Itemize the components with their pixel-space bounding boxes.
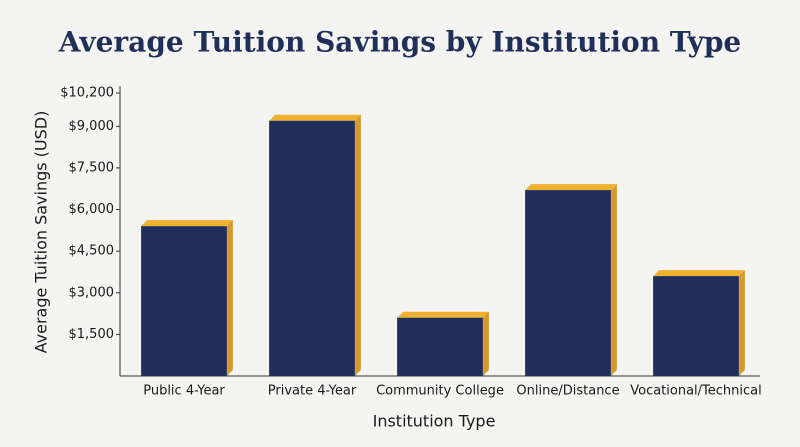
bar xyxy=(269,120,355,377)
bar-top xyxy=(269,114,361,121)
x-tick-label: Private 4-Year xyxy=(268,384,357,399)
y-axis-title: Average Tuition Savings (USD) xyxy=(32,111,51,354)
x-tick-label: Public 4-Year xyxy=(143,384,225,399)
bar-side xyxy=(354,114,361,377)
bar-top xyxy=(397,311,489,318)
bar xyxy=(653,276,739,376)
y-tick-label: $3,000 xyxy=(69,285,115,300)
y-tick-label: $4,500 xyxy=(69,244,115,259)
bar-side xyxy=(226,220,233,376)
y-tick-label: $6,000 xyxy=(69,202,115,217)
chart-title: Average Tuition Savings by Institution T… xyxy=(58,26,742,59)
bar-top xyxy=(525,184,617,191)
y-tick-label: $9,000 xyxy=(69,119,115,134)
y-tick-label: $10,200 xyxy=(60,86,114,101)
y-tick-label: $7,500 xyxy=(69,160,115,175)
y-tick-label: $1,500 xyxy=(69,327,115,342)
x-tick-label: Community College xyxy=(376,384,504,399)
bar xyxy=(525,190,611,376)
bar-side xyxy=(610,184,617,376)
x-axis-title: Institution Type xyxy=(373,412,496,431)
bar xyxy=(141,226,227,376)
bar-top xyxy=(141,220,233,227)
bar-top xyxy=(653,270,745,277)
bar-side xyxy=(482,311,489,376)
bar-side xyxy=(738,270,745,376)
x-tick-label: Vocational/Technical xyxy=(630,384,762,399)
x-tick-label: Online/Distance xyxy=(516,384,619,399)
bar xyxy=(397,317,483,376)
